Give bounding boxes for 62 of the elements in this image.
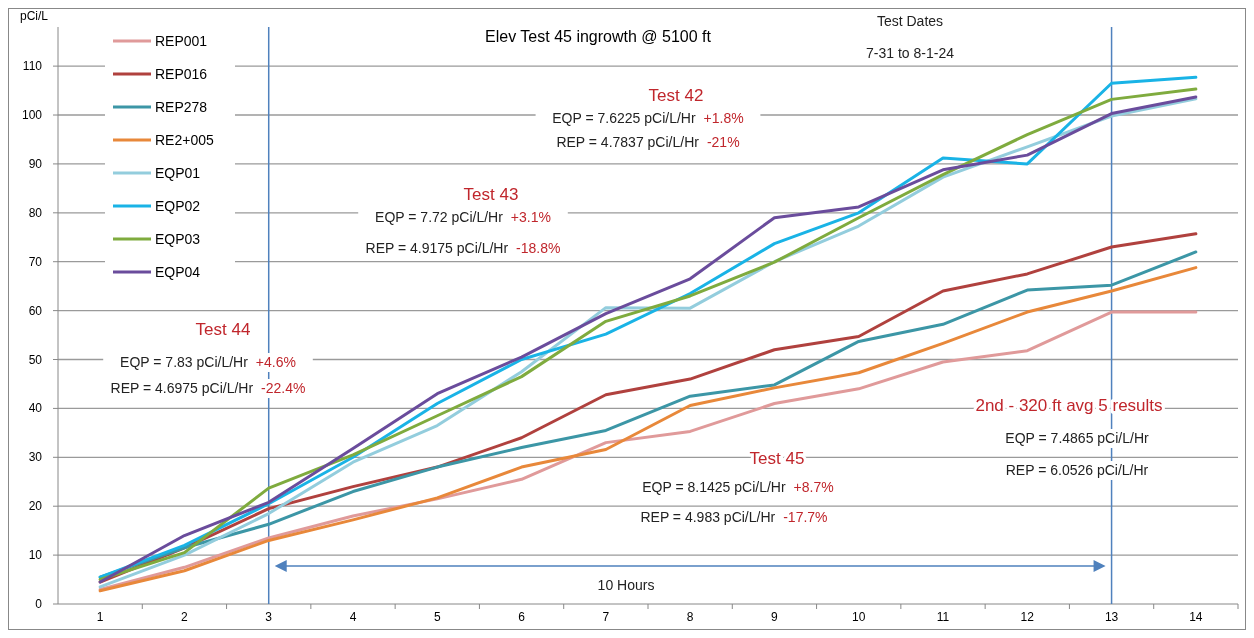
x-tick-label: 13 — [1104, 610, 1119, 624]
legend-label: EQP04 — [155, 264, 201, 280]
x-tick-label: 7 — [602, 610, 610, 624]
annotation: 2nd - 320 ft avg 5 results — [975, 396, 1163, 415]
annotation: +4.6% — [255, 354, 296, 370]
y-tick-label: 90 — [28, 156, 43, 171]
legend-label: REP001 — [155, 33, 208, 49]
x-tick-label: 3 — [265, 610, 273, 624]
y-tick-label: 60 — [28, 303, 43, 318]
annotation: REP = 6.0526 pCi/L/Hr — [1005, 462, 1149, 478]
legend-label: EQP03 — [155, 231, 201, 247]
y-tick-label: 70 — [28, 254, 43, 269]
y-tick-label: 0 — [35, 597, 43, 611]
annotation: REP = 4.983 pCi/L/Hr — [640, 509, 776, 525]
chart-title: Elev Test 45 ingrowth @ 5100 ft — [485, 28, 712, 45]
annotation: Test 45 — [749, 449, 805, 468]
annotation: -18.8% — [516, 240, 561, 256]
annotation: EQP = 7.83 pCi/L/Hr — [120, 354, 248, 370]
y-tick-label: 30 — [28, 450, 43, 465]
y-tick-label: 110 — [22, 59, 43, 74]
x-tick-label: 11 — [936, 610, 950, 624]
x-tick-label: 9 — [771, 610, 779, 624]
legend-label: REP278 — [155, 99, 208, 115]
x-tick-label: 14 — [1189, 610, 1203, 624]
annotation: -22.4% — [261, 380, 306, 396]
legend-label: RE2+005 — [155, 132, 214, 148]
y-tick-label: 40 — [28, 401, 43, 416]
x-tick-label: 10 — [852, 610, 866, 624]
x-tick-label: 5 — [433, 610, 441, 624]
y-tick-label: 10 — [28, 548, 43, 563]
y-tick-label: 20 — [28, 499, 43, 514]
annotation: Test 44 — [195, 320, 251, 339]
x-tick-label: 8 — [686, 610, 694, 624]
y-tick-label: 80 — [28, 205, 43, 220]
x-tick-label: 4 — [349, 610, 357, 624]
x-tick-label: 6 — [518, 610, 526, 624]
annotation: REP = 4.6975 pCi/L/Hr — [110, 380, 254, 396]
x-tick-label: 12 — [1020, 610, 1035, 624]
annotation: 10 Hours — [597, 577, 655, 593]
annotation: Test 42 — [648, 86, 704, 105]
annotation: EQP = 7.4865 pCi/L/Hr — [1005, 430, 1149, 446]
y-axis-title: pCi/L — [20, 9, 49, 23]
legend-label: REP016 — [155, 66, 208, 82]
legend-label: EQP02 — [155, 198, 201, 214]
legend-label: EQP01 — [155, 165, 201, 181]
y-tick-label: 100 — [21, 108, 43, 123]
annotation: Test 43 — [463, 185, 519, 204]
annotation: EQP = 8.1425 pCi/L/Hr — [642, 479, 786, 495]
annotation: REP = 4.9175 pCi/L/Hr — [365, 240, 509, 256]
annotation: +3.1% — [510, 209, 551, 225]
annotation: +8.7% — [793, 479, 834, 495]
annotation: EQP = 7.6225 pCi/L/Hr — [552, 110, 696, 126]
x-tick-label: 1 — [96, 610, 104, 624]
annotation: 7-31 to 8-1-24 — [866, 45, 955, 61]
annotation: -17.7% — [783, 509, 828, 525]
annotation: +1.8% — [703, 110, 744, 126]
annotation: Test Dates — [876, 13, 944, 29]
annotation: REP = 4.7837 pCi/L/Hr — [556, 134, 699, 150]
annotation: EQP = 7.72 pCi/L/Hr — [375, 209, 503, 225]
y-tick-label: 50 — [28, 352, 43, 367]
annotation: -21% — [706, 134, 740, 150]
x-tick-label: 2 — [181, 610, 189, 624]
